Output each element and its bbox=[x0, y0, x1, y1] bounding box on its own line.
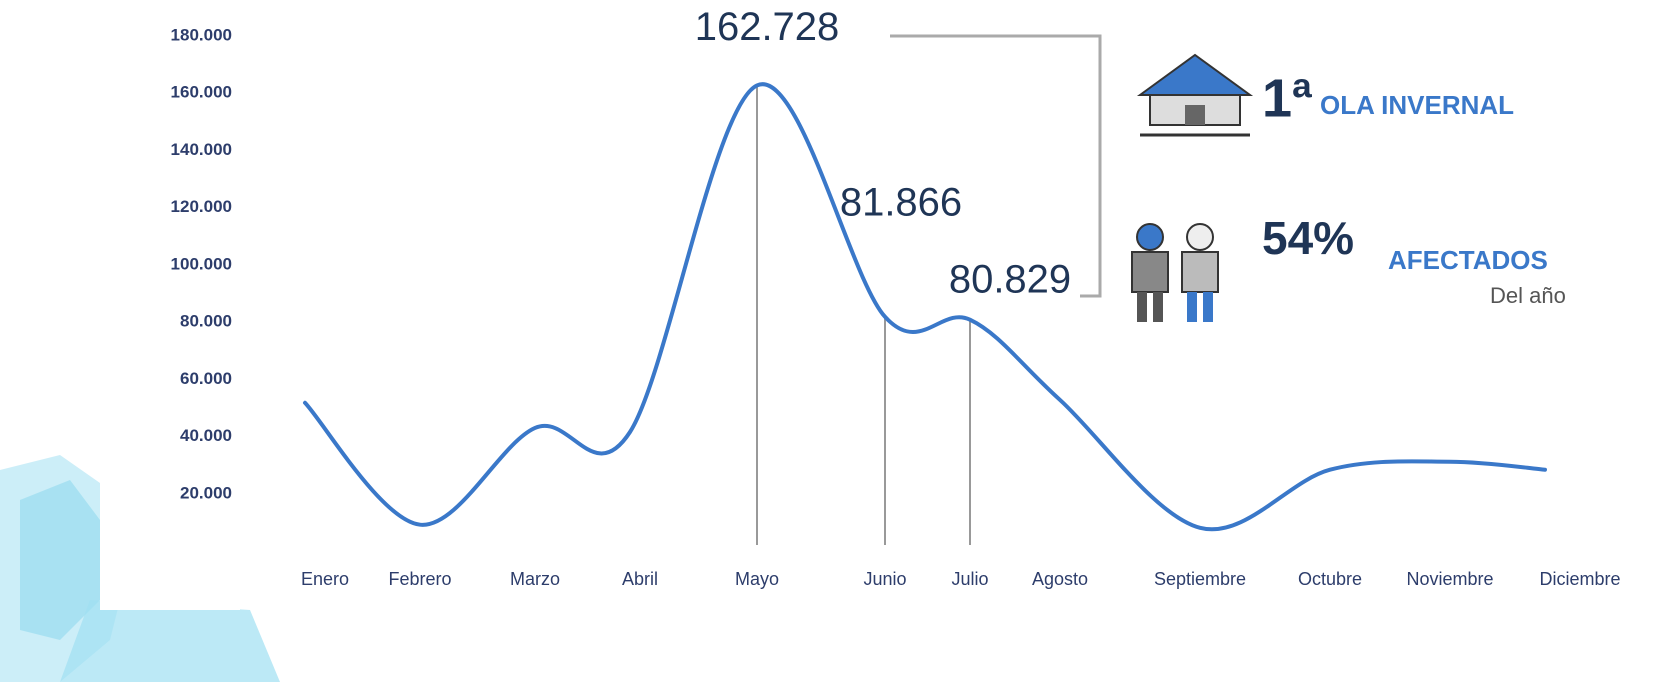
x-tick-label: Noviembre bbox=[1406, 569, 1493, 589]
y-tick-label: 140.000 bbox=[171, 140, 232, 159]
x-tick-label: Mayo bbox=[735, 569, 779, 589]
data-label: 162.728 bbox=[695, 5, 840, 49]
x-tick-label: Octubre bbox=[1298, 569, 1362, 589]
x-tick-label: Febrero bbox=[388, 569, 451, 589]
y-tick-label: 180.000 bbox=[171, 25, 232, 44]
y-tick-label: 100.000 bbox=[171, 254, 232, 273]
y-tick-label: 60.000 bbox=[180, 369, 232, 388]
info-label: AFECTADOS bbox=[1388, 245, 1548, 275]
info-label: OLA INVERNAL bbox=[1320, 90, 1514, 120]
y-tick-label: 20.000 bbox=[180, 483, 232, 502]
x-tick-label: Agosto bbox=[1032, 569, 1088, 589]
line bbox=[303, 82, 1547, 532]
data-label: 81.866 bbox=[840, 180, 962, 224]
corner-decoration bbox=[0, 0, 280, 682]
house-icon bbox=[1136, 53, 1254, 137]
bracket bbox=[890, 34, 1102, 298]
info-sublabel: Del año bbox=[1490, 283, 1566, 308]
x-tick-label: Septiembre bbox=[1154, 569, 1246, 589]
x-tick-label: Junio bbox=[863, 569, 906, 589]
x-tick-label: Julio bbox=[951, 569, 988, 589]
x-tick-label: Abril bbox=[622, 569, 658, 589]
x-tick-label: Marzo bbox=[510, 569, 560, 589]
people-icon bbox=[1131, 223, 1219, 322]
data-label: 80.829 bbox=[949, 257, 1071, 301]
y-tick-label: 80.000 bbox=[180, 312, 232, 331]
y-tick-label: 40.000 bbox=[180, 426, 232, 445]
x-tick-label: Diciembre bbox=[1539, 569, 1620, 589]
info-number: 1ª bbox=[1262, 68, 1312, 128]
y-tick-label: 160.000 bbox=[171, 83, 232, 102]
x-tick-label: Enero bbox=[301, 569, 349, 589]
y-tick-label: 120.000 bbox=[171, 197, 232, 216]
info-number: 54% bbox=[1262, 212, 1354, 264]
